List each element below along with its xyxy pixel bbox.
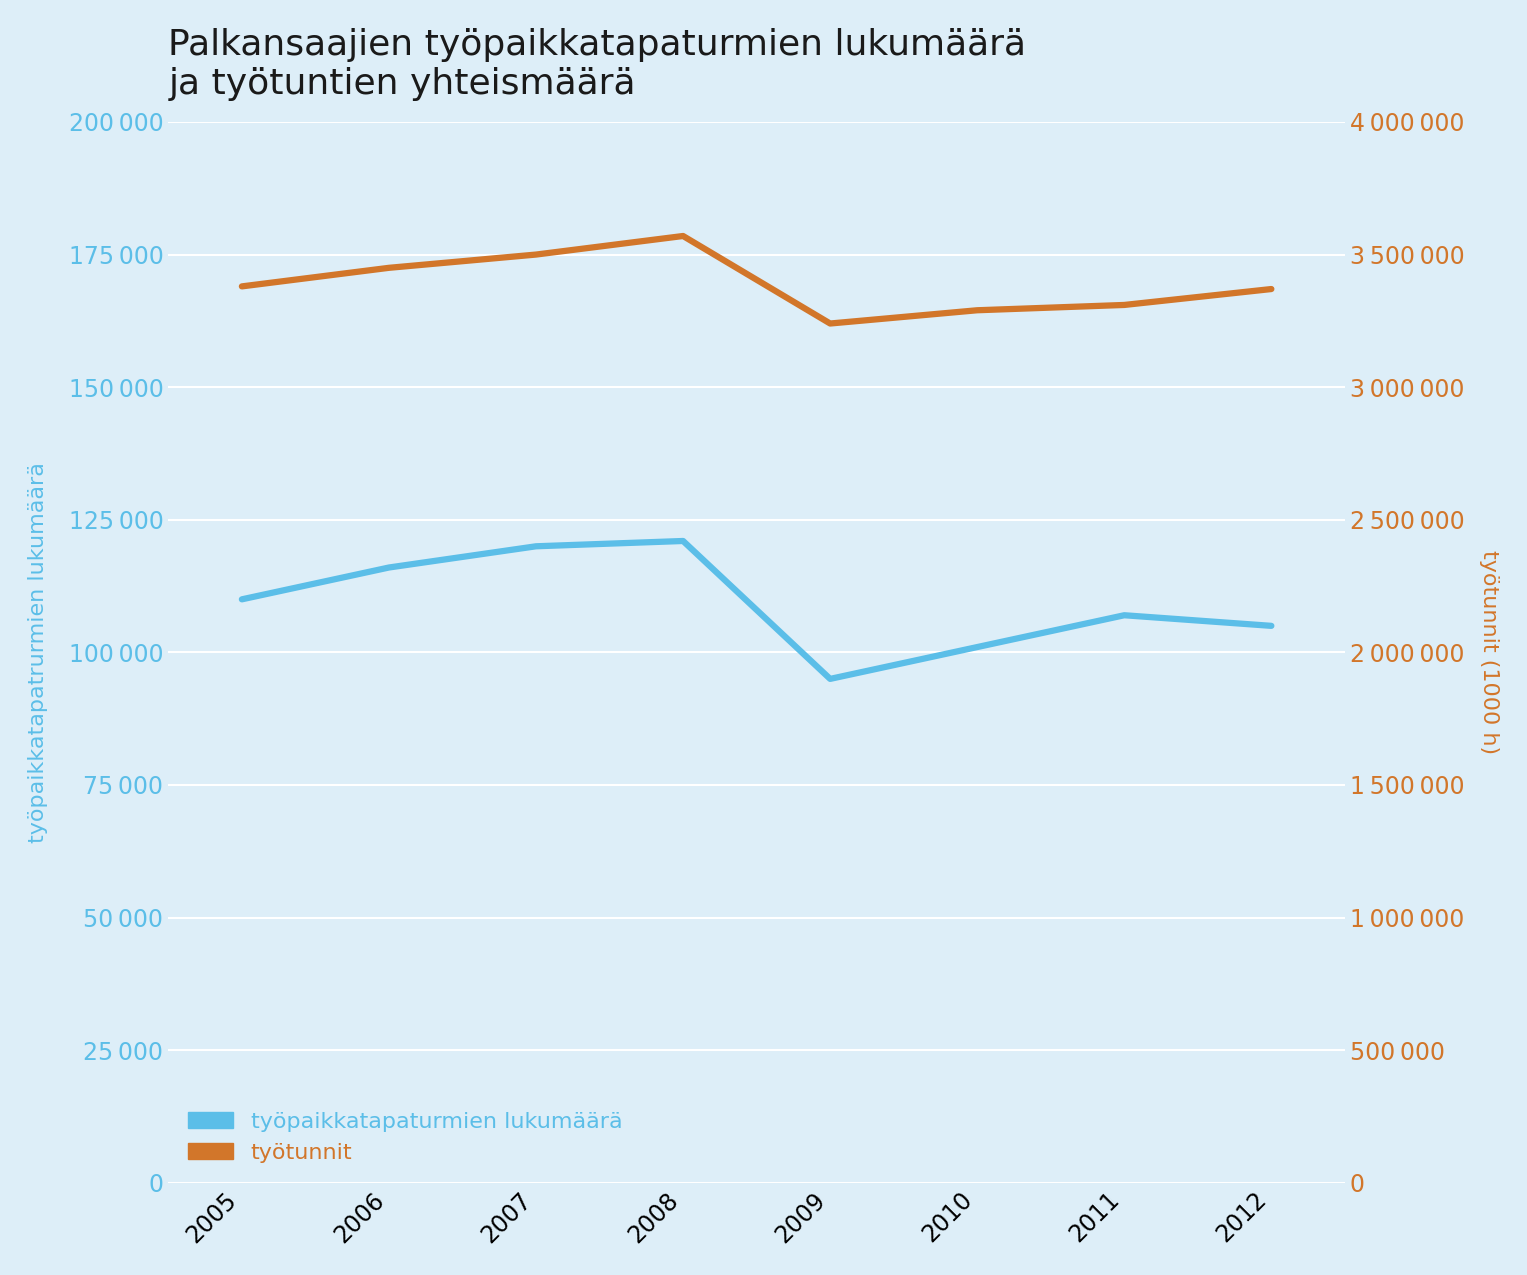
- Legend: työpaikkatapaturmien lukumäärä, työtunnit: työpaikkatapaturmien lukumäärä, työtunni…: [180, 1103, 631, 1172]
- Text: Palkansaajien työpaikkatapaturmien lukumäärä
ja työtuntien yhteismäärä: Palkansaajien työpaikkatapaturmien lukum…: [168, 28, 1026, 101]
- Y-axis label: työpaikkatapatrurmien lukumäärä: työpaikkatapatrurmien lukumäärä: [27, 462, 47, 843]
- Y-axis label: työtunnit (1000 h): työtunnit (1000 h): [1480, 551, 1500, 755]
